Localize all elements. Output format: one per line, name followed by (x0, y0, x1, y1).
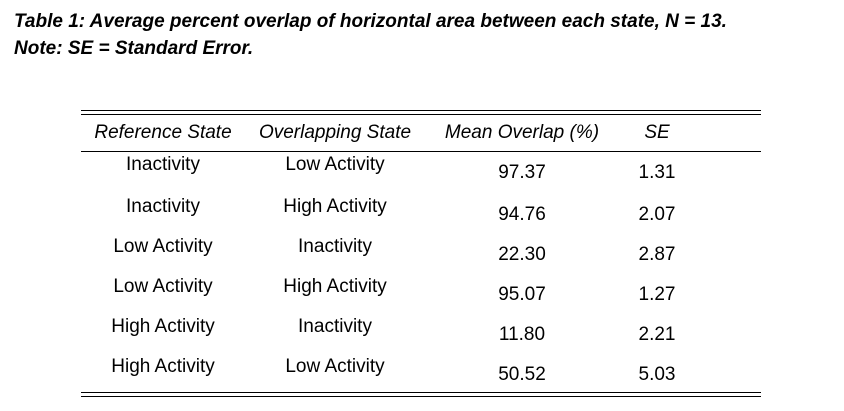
mean-overlap-cell: 22.30 (498, 244, 546, 265)
table-row: Inactivity Low Activity 97.37 1.31 (81, 152, 761, 192)
overlapping-state-cell: High Activity (283, 276, 387, 297)
header-reference-state: Reference State (94, 122, 232, 143)
overlapping-state-cell: Inactivity (298, 316, 372, 337)
header-se: SE (644, 122, 670, 143)
table-row: High Activity Inactivity 11.80 2.21 (81, 312, 761, 352)
mean-overlap-cell: 94.76 (498, 204, 546, 225)
overlapping-state-cell: Low Activity (285, 154, 385, 175)
se-cell: 2.07 (638, 204, 676, 225)
header-rule (81, 151, 761, 152)
table-row: Low Activity Inactivity 22.30 2.87 (81, 232, 761, 272)
table-row: Low Activity High Activity 95.07 1.27 (81, 272, 761, 312)
reference-state-cell: High Activity (111, 356, 215, 377)
header-row: Reference State Overlapping State Mean O… (81, 115, 761, 151)
top-rule-2 (81, 114, 761, 115)
table-row: Inactivity High Activity 94.76 2.07 (81, 192, 761, 232)
reference-state-cell: Inactivity (126, 154, 200, 175)
header-mean-overlap: Mean Overlap (%) (444, 122, 600, 143)
bottom-rule-2 (81, 396, 761, 397)
se-cell: 1.31 (638, 162, 676, 183)
se-cell: 1.27 (638, 284, 676, 305)
top-rule-1 (81, 110, 761, 111)
se-cell: 2.87 (638, 244, 676, 265)
caption-title: Table 1: Average percent overlap of hori… (14, 11, 727, 32)
overlapping-state-cell: Inactivity (298, 236, 372, 257)
mean-overlap-cell: 11.80 (498, 324, 546, 345)
mean-overlap-cell: 50.52 (498, 364, 546, 385)
overlapping-state-cell: Low Activity (285, 356, 385, 377)
reference-state-cell: High Activity (111, 316, 215, 337)
bottom-rule-1 (81, 392, 761, 393)
caption-note: Note: SE = Standard Error. (14, 38, 254, 59)
overlap-table: Reference State Overlapping State Mean O… (81, 110, 761, 397)
reference-state-cell: Inactivity (126, 196, 200, 217)
se-cell: 5.03 (638, 364, 676, 385)
se-cell: 2.21 (638, 324, 676, 345)
reference-state-cell: Low Activity (113, 236, 213, 257)
reference-state-cell: Low Activity (113, 276, 213, 297)
table-caption: Table 1: Average percent overlap of hori… (14, 8, 727, 62)
header-overlapping-state: Overlapping State (258, 122, 412, 143)
mean-overlap-cell: 95.07 (498, 284, 546, 305)
table-row: High Activity Low Activity 50.52 5.03 (81, 352, 761, 392)
mean-overlap-cell: 97.37 (498, 162, 546, 183)
overlapping-state-cell: High Activity (283, 196, 387, 217)
